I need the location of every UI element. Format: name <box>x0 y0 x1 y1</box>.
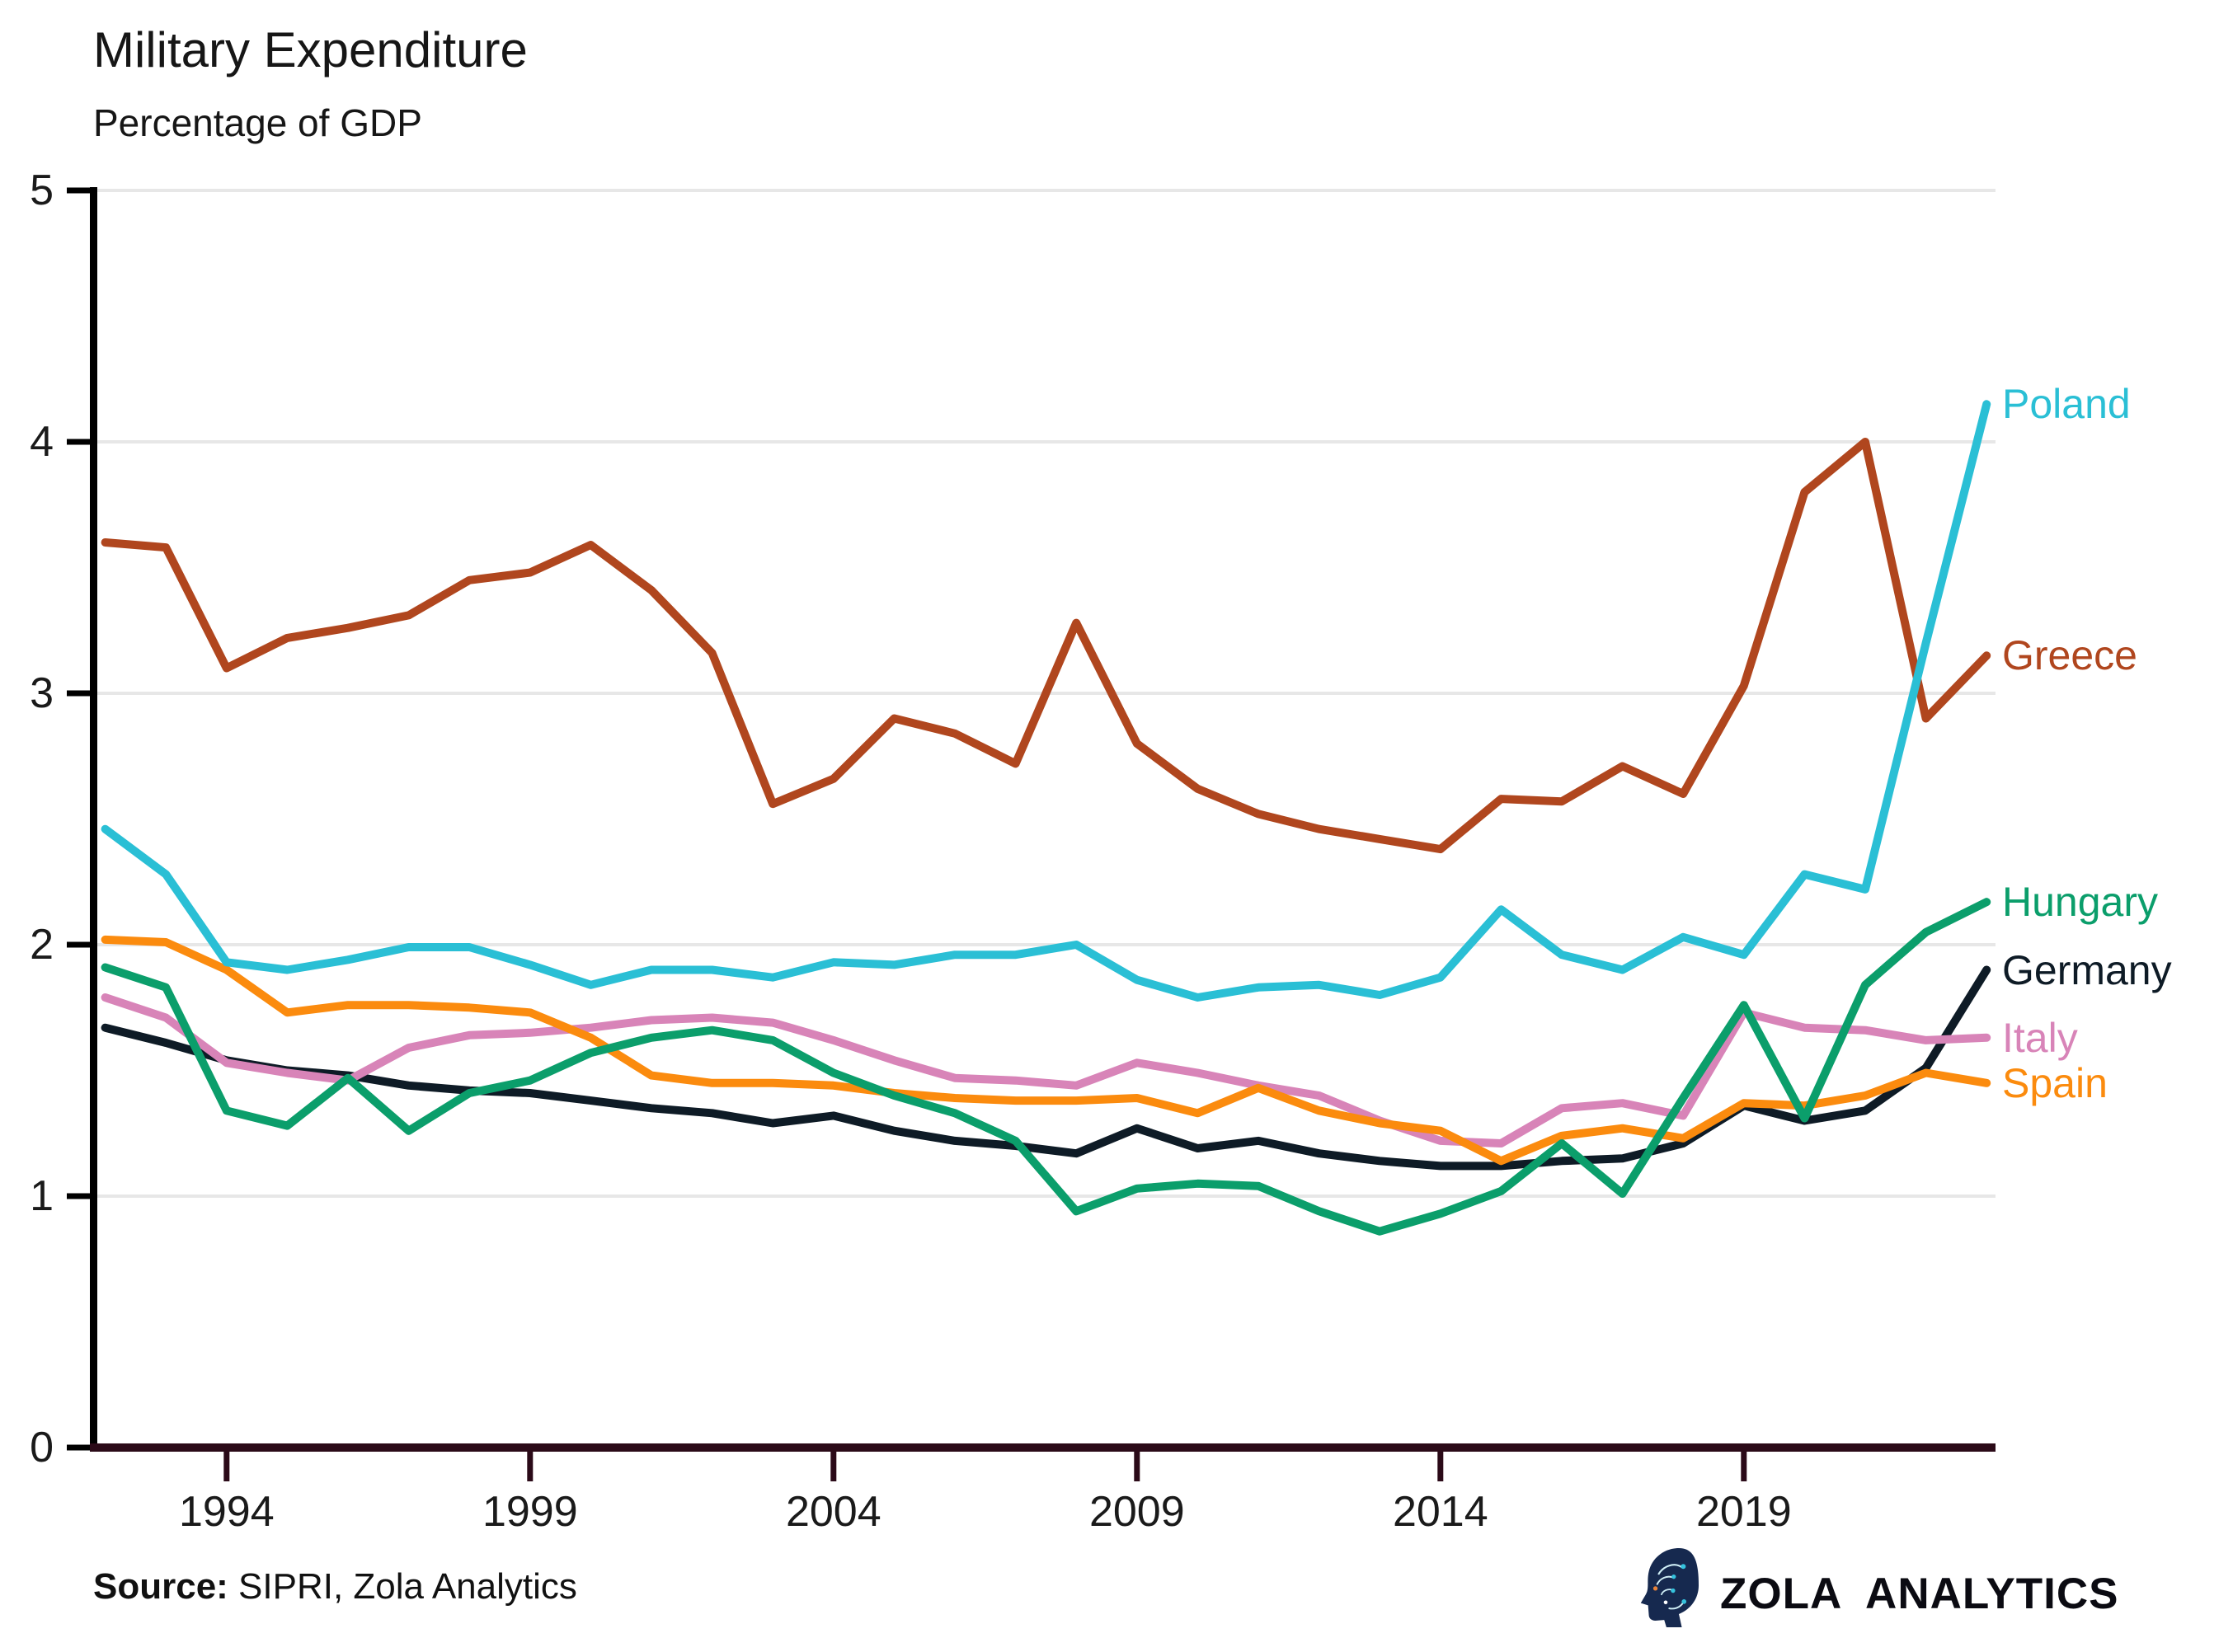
x-tick-2014 <box>1437 1452 1444 1481</box>
zola-logo-icon <box>1639 1546 1705 1633</box>
x-tick-2004 <box>830 1452 837 1481</box>
y-tick-1 <box>67 1193 90 1199</box>
x-tick-label-2014: 2014 <box>1393 1488 1488 1536</box>
source-text: SIPRI, Zola Analytics <box>228 1566 577 1607</box>
series-line-hungary <box>101 898 1991 1236</box>
x-tick-1999 <box>527 1452 534 1481</box>
series-label-greece: Greece <box>2002 632 2137 679</box>
y-tick-5 <box>67 187 90 194</box>
x-tick-label-1994: 1994 <box>179 1488 275 1536</box>
y-tick-4 <box>67 439 90 445</box>
x-tick-label-2009: 2009 <box>1089 1488 1185 1536</box>
x-tick-label-2004: 2004 <box>786 1488 881 1536</box>
series-line-spain <box>101 935 1991 1166</box>
x-tick-label-2019: 2019 <box>1696 1488 1792 1536</box>
y-tick-label-3: 3 <box>30 669 54 717</box>
x-axis <box>90 1443 1996 1452</box>
y-tick-label-2: 2 <box>30 921 54 969</box>
series-line-poland <box>101 400 1991 1002</box>
y-axis <box>90 187 97 1451</box>
page-title: Military Expenditure <box>93 22 528 77</box>
series-label-italy: Italy <box>2002 1014 2078 1061</box>
series-line-germany <box>101 965 1991 1171</box>
series-label-spain: Spain <box>2002 1059 2108 1106</box>
series-label-hungary: Hungary <box>2002 879 2158 926</box>
series-label-poland: Poland <box>2002 381 2131 428</box>
series-label-germany: Germany <box>2002 946 2172 993</box>
series-line-greece <box>101 438 1991 854</box>
y-tick-0 <box>67 1444 90 1451</box>
x-tick-2009 <box>1134 1452 1140 1481</box>
y-tick-label-1: 1 <box>30 1172 54 1220</box>
y-tick-3 <box>67 690 90 697</box>
y-tick-label-0: 0 <box>30 1424 54 1471</box>
x-tick-label-1999: 1999 <box>482 1488 578 1536</box>
source-note: Source: SIPRI, Zola Analytics <box>93 1566 577 1607</box>
y-tick-2 <box>67 941 90 948</box>
y-tick-label-5: 5 <box>30 167 54 214</box>
y-tick-label-4: 4 <box>30 418 54 466</box>
x-tick-1994 <box>223 1452 230 1481</box>
chart-subtitle: Percentage of GDP <box>93 101 422 144</box>
source-label: Source: <box>93 1566 228 1607</box>
x-tick-2019 <box>1741 1452 1747 1481</box>
brand-name: ZOLA ANALYTICS <box>1720 1570 2119 1618</box>
